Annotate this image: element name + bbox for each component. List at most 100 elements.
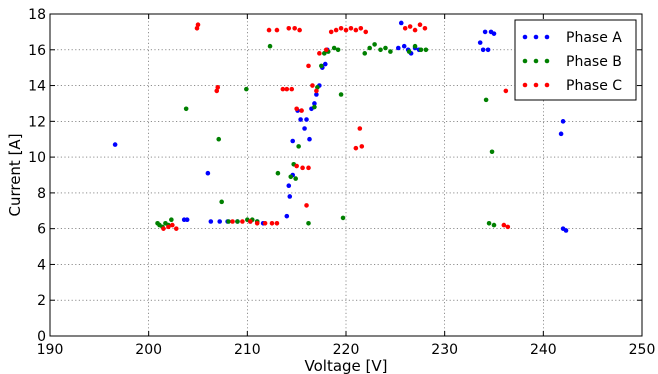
data-point bbox=[166, 224, 171, 230]
data-point bbox=[423, 47, 429, 53]
data-point bbox=[357, 126, 363, 131]
data-point bbox=[480, 47, 486, 53]
data-point bbox=[294, 163, 299, 169]
data-point bbox=[290, 138, 296, 144]
series-phase-b bbox=[155, 42, 497, 230]
data-point bbox=[240, 219, 245, 224]
data-point bbox=[205, 170, 211, 176]
data-point bbox=[274, 27, 280, 33]
x-tick-label: 220 bbox=[333, 342, 360, 358]
axis-ticks bbox=[49, 13, 643, 337]
data-point bbox=[219, 199, 224, 205]
data-point bbox=[338, 92, 344, 97]
legend-label: Phase B bbox=[566, 54, 622, 70]
y-tick-label: 16 bbox=[28, 43, 46, 59]
data-point bbox=[173, 226, 179, 231]
data-point bbox=[226, 219, 231, 224]
y-tick-label: 4 bbox=[37, 257, 46, 273]
data-point bbox=[183, 106, 189, 112]
x-tick-labels: 190 200 210 220 230 240 250 bbox=[37, 342, 656, 358]
data-point bbox=[353, 27, 359, 33]
y-tick-label: 18 bbox=[28, 7, 46, 23]
data-point bbox=[306, 165, 311, 171]
data-point bbox=[503, 88, 509, 94]
data-point bbox=[563, 228, 569, 233]
data-point bbox=[216, 136, 222, 142]
data-point bbox=[367, 45, 372, 51]
legend-marker bbox=[533, 58, 539, 64]
data-point bbox=[485, 47, 491, 53]
x-tick-label: 240 bbox=[530, 342, 557, 358]
data-point bbox=[286, 26, 292, 31]
data-point bbox=[298, 117, 303, 122]
x-tick-label: 190 bbox=[37, 342, 64, 358]
data-point bbox=[235, 219, 240, 224]
legend-item: Phase A bbox=[522, 30, 622, 46]
data-point bbox=[310, 83, 315, 88]
legend-marker bbox=[533, 82, 539, 88]
data-point bbox=[274, 221, 280, 226]
y-tick-label: 12 bbox=[28, 114, 46, 130]
x-axis-title: Voltage [V] bbox=[305, 357, 388, 374]
data-point bbox=[321, 51, 327, 56]
legend: Phase A Phase B Phase C bbox=[514, 19, 637, 101]
data-point bbox=[331, 45, 337, 51]
data-point bbox=[280, 86, 286, 92]
data-point bbox=[378, 47, 383, 53]
data-point bbox=[483, 97, 489, 103]
data-point bbox=[491, 222, 497, 228]
y-tick-label: 0 bbox=[37, 329, 46, 345]
data-point bbox=[293, 176, 298, 181]
legend-marker bbox=[522, 34, 528, 40]
data-point bbox=[184, 217, 190, 223]
data-point bbox=[489, 149, 495, 155]
data-point bbox=[317, 51, 322, 56]
data-point bbox=[362, 51, 368, 56]
data-point bbox=[299, 108, 304, 113]
data-points bbox=[112, 20, 569, 233]
data-point bbox=[417, 22, 423, 28]
data-point bbox=[112, 142, 118, 147]
y-axis-title: Current [A] bbox=[6, 133, 24, 216]
data-point bbox=[482, 29, 488, 35]
data-point bbox=[398, 20, 404, 26]
data-point bbox=[401, 43, 407, 49]
data-point bbox=[333, 27, 339, 33]
legend-item: Phase B bbox=[522, 54, 622, 70]
data-point bbox=[372, 42, 377, 47]
data-point bbox=[296, 144, 301, 149]
x-tick-label: 200 bbox=[135, 342, 162, 358]
data-point bbox=[314, 88, 319, 94]
legend-marker bbox=[544, 34, 550, 40]
data-point bbox=[288, 174, 294, 180]
data-point bbox=[286, 183, 292, 189]
legend-marker bbox=[544, 58, 550, 64]
data-point bbox=[335, 47, 341, 53]
legend-marker bbox=[522, 82, 528, 88]
data-point bbox=[323, 47, 329, 53]
data-point bbox=[287, 194, 293, 199]
data-point bbox=[267, 43, 273, 49]
data-point bbox=[275, 170, 281, 176]
data-point bbox=[402, 26, 408, 31]
data-point bbox=[359, 144, 365, 149]
data-point bbox=[395, 45, 401, 51]
data-point bbox=[161, 226, 166, 231]
y-tick-labels: 0 2 4 6 8 10 12 14 16 18 bbox=[28, 7, 46, 345]
legend-marker bbox=[533, 34, 539, 40]
y-tick-label: 2 bbox=[37, 293, 46, 309]
data-point bbox=[363, 29, 369, 35]
data-point bbox=[266, 27, 272, 33]
data-point bbox=[505, 224, 511, 230]
data-point bbox=[418, 47, 424, 53]
data-point bbox=[486, 221, 492, 226]
data-point bbox=[244, 86, 249, 92]
data-point bbox=[558, 131, 564, 137]
data-point bbox=[348, 26, 354, 31]
data-point bbox=[338, 26, 344, 31]
legend-label: Phase C bbox=[566, 78, 622, 94]
data-point bbox=[358, 26, 364, 31]
data-point bbox=[406, 49, 412, 54]
legend-marker bbox=[522, 58, 528, 64]
series-phase-a bbox=[112, 20, 569, 233]
